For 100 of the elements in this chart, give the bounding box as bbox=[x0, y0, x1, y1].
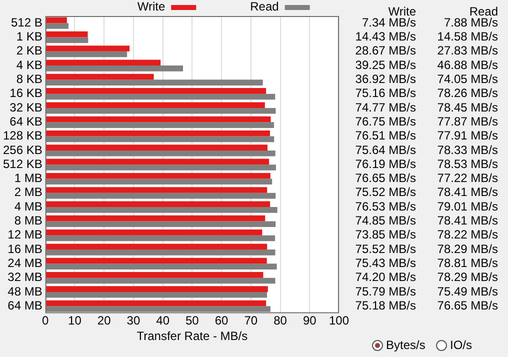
data-label: 78.53 MB/s bbox=[437, 156, 498, 171]
text: Bytes/s bbox=[386, 338, 426, 352]
x-tick-label: 40 bbox=[156, 314, 170, 328]
bar bbox=[46, 221, 276, 228]
data-label: 74.05 MB/s bbox=[437, 72, 498, 86]
data-label: 78.41 MB/s bbox=[437, 214, 498, 228]
data-label: 78.33 MB/s bbox=[437, 142, 498, 157]
data-label: 77.22 MB/s bbox=[437, 171, 498, 186]
data-label: 75.18 MB/s bbox=[355, 298, 416, 312]
bar bbox=[46, 88, 266, 94]
bar bbox=[46, 178, 272, 185]
data-label: 76.65 MB/s bbox=[355, 171, 416, 186]
bar bbox=[46, 17, 67, 24]
y-tick-label: 8 MB bbox=[14, 214, 42, 228]
data-label: 36.92 MB/s bbox=[355, 72, 416, 86]
y-tick-label: 2 KB bbox=[16, 44, 42, 58]
data-label: 76.53 MB/s bbox=[355, 199, 416, 214]
bar bbox=[46, 187, 268, 193]
data-label: 78.81 MB/s bbox=[437, 256, 498, 270]
bar bbox=[46, 201, 270, 208]
bar bbox=[46, 130, 270, 136]
bar bbox=[46, 172, 270, 179]
bar bbox=[46, 264, 277, 270]
y-tick-label: 128 KB bbox=[2, 128, 42, 143]
x-tick-label: 30 bbox=[126, 314, 140, 328]
data-label: 14.58 MB/s bbox=[437, 30, 498, 44]
bar bbox=[46, 23, 68, 29]
y-tick-label: 8 KB bbox=[16, 72, 42, 86]
bar bbox=[46, 215, 266, 222]
x-tick-label: 10 bbox=[68, 314, 82, 328]
x-tick-label: 100 bbox=[328, 314, 350, 328]
bar bbox=[46, 244, 268, 250]
bar bbox=[46, 158, 270, 165]
data-label: 75.52 MB/s bbox=[355, 242, 416, 256]
data-label: 74.77 MB/s bbox=[355, 100, 416, 114]
data-label: 78.29 MB/s bbox=[437, 270, 498, 284]
data-label: 74.20 MB/s bbox=[355, 270, 416, 284]
data-label: 78.26 MB/s bbox=[437, 86, 498, 100]
data-label: 28.67 MB/s bbox=[355, 44, 416, 58]
bar bbox=[46, 150, 276, 156]
x-tick-label: 70 bbox=[244, 314, 258, 328]
y-tick-label: 16 KB bbox=[10, 86, 42, 100]
y-tick-label: 16 MB bbox=[8, 242, 42, 256]
legend-label: Read bbox=[250, 0, 279, 14]
text: IO/s bbox=[450, 338, 472, 352]
bar bbox=[46, 46, 130, 52]
y-tick-label: 32 MB bbox=[8, 270, 42, 284]
data-label: 78.45 MB/s bbox=[437, 100, 498, 114]
bar bbox=[46, 136, 274, 142]
x-tick-label: 20 bbox=[97, 314, 112, 328]
bar bbox=[46, 37, 88, 44]
y-tick-label: 64 MB bbox=[8, 298, 42, 312]
data-label: 76.19 MB/s bbox=[355, 156, 416, 171]
legend-label: Write bbox=[137, 0, 166, 14]
y-tick-label: 256 KB bbox=[2, 142, 42, 157]
bar bbox=[46, 80, 263, 86]
bar bbox=[46, 286, 268, 292]
bar bbox=[46, 60, 161, 66]
data-label: 74.85 MB/s bbox=[355, 214, 416, 228]
data-label: 77.91 MB/s bbox=[437, 128, 498, 143]
bar bbox=[46, 164, 276, 170]
x-tick-label: 60 bbox=[214, 314, 229, 328]
data-label: 77.87 MB/s bbox=[437, 114, 498, 128]
x-tick-label: 0 bbox=[42, 314, 50, 328]
y-tick-label: 48 MB bbox=[8, 284, 42, 298]
bar bbox=[46, 94, 276, 100]
y-tick-label: 1 KB bbox=[16, 30, 42, 44]
bar bbox=[46, 116, 271, 122]
y-tick-label: 64 KB bbox=[10, 114, 42, 128]
data-label: 73.85 MB/s bbox=[355, 228, 416, 242]
data-label: 76.51 MB/s bbox=[355, 128, 416, 143]
y-tick-label: 4 MB bbox=[14, 199, 42, 214]
bar bbox=[46, 306, 270, 312]
x-tick-label: 80 bbox=[274, 314, 288, 328]
y-tick-label: 2 MB bbox=[14, 185, 42, 200]
bar bbox=[46, 300, 266, 306]
bar bbox=[46, 250, 276, 256]
data-label: 75.16 MB/s bbox=[355, 86, 416, 100]
data-label: 39.25 MB/s bbox=[355, 58, 416, 72]
data-label: 79.01 MB/s bbox=[437, 199, 498, 214]
bar bbox=[46, 102, 265, 108]
data-label: 78.29 MB/s bbox=[437, 242, 498, 256]
bar bbox=[46, 144, 268, 150]
data-label: 46.88 MB/s bbox=[437, 58, 498, 72]
x-tick-label: 90 bbox=[302, 314, 317, 328]
data-label: 78.41 MB/s bbox=[437, 185, 498, 200]
y-tick-label: 24 MB bbox=[8, 256, 42, 270]
bar bbox=[46, 258, 267, 264]
y-tick-label: 1 MB bbox=[14, 171, 42, 186]
y-tick-label: 12 MB bbox=[8, 228, 42, 242]
bar bbox=[46, 74, 154, 80]
y-tick-label: 32 KB bbox=[10, 100, 42, 114]
bar bbox=[46, 207, 278, 213]
data-label: 78.22 MB/s bbox=[437, 228, 498, 242]
bar bbox=[46, 230, 262, 236]
data-label: 76.75 MB/s bbox=[355, 114, 416, 128]
y-tick-label: 4 KB bbox=[16, 58, 42, 72]
y-tick-label: 512 KB bbox=[2, 156, 42, 171]
bar bbox=[46, 66, 184, 72]
bar bbox=[46, 122, 274, 128]
